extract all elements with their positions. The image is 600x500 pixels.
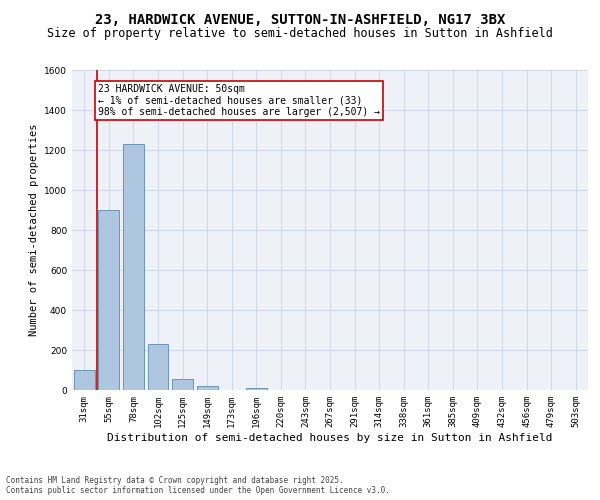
Bar [74, 370, 95, 390]
Y-axis label: Number of semi-detached properties: Number of semi-detached properties [29, 124, 38, 336]
Bar [123, 144, 144, 390]
Bar [148, 344, 169, 390]
Bar [172, 379, 193, 390]
Bar [246, 388, 267, 390]
Text: Contains HM Land Registry data © Crown copyright and database right 2025.
Contai: Contains HM Land Registry data © Crown c… [6, 476, 390, 495]
Text: 23 HARDWICK AVENUE: 50sqm
← 1% of semi-detached houses are smaller (33)
98% of s: 23 HARDWICK AVENUE: 50sqm ← 1% of semi-d… [98, 84, 380, 117]
Text: Size of property relative to semi-detached houses in Sutton in Ashfield: Size of property relative to semi-detach… [47, 28, 553, 40]
Text: 23, HARDWICK AVENUE, SUTTON-IN-ASHFIELD, NG17 3BX: 23, HARDWICK AVENUE, SUTTON-IN-ASHFIELD,… [95, 12, 505, 26]
Bar [197, 386, 218, 390]
X-axis label: Distribution of semi-detached houses by size in Sutton in Ashfield: Distribution of semi-detached houses by … [107, 432, 553, 442]
Bar [98, 210, 119, 390]
